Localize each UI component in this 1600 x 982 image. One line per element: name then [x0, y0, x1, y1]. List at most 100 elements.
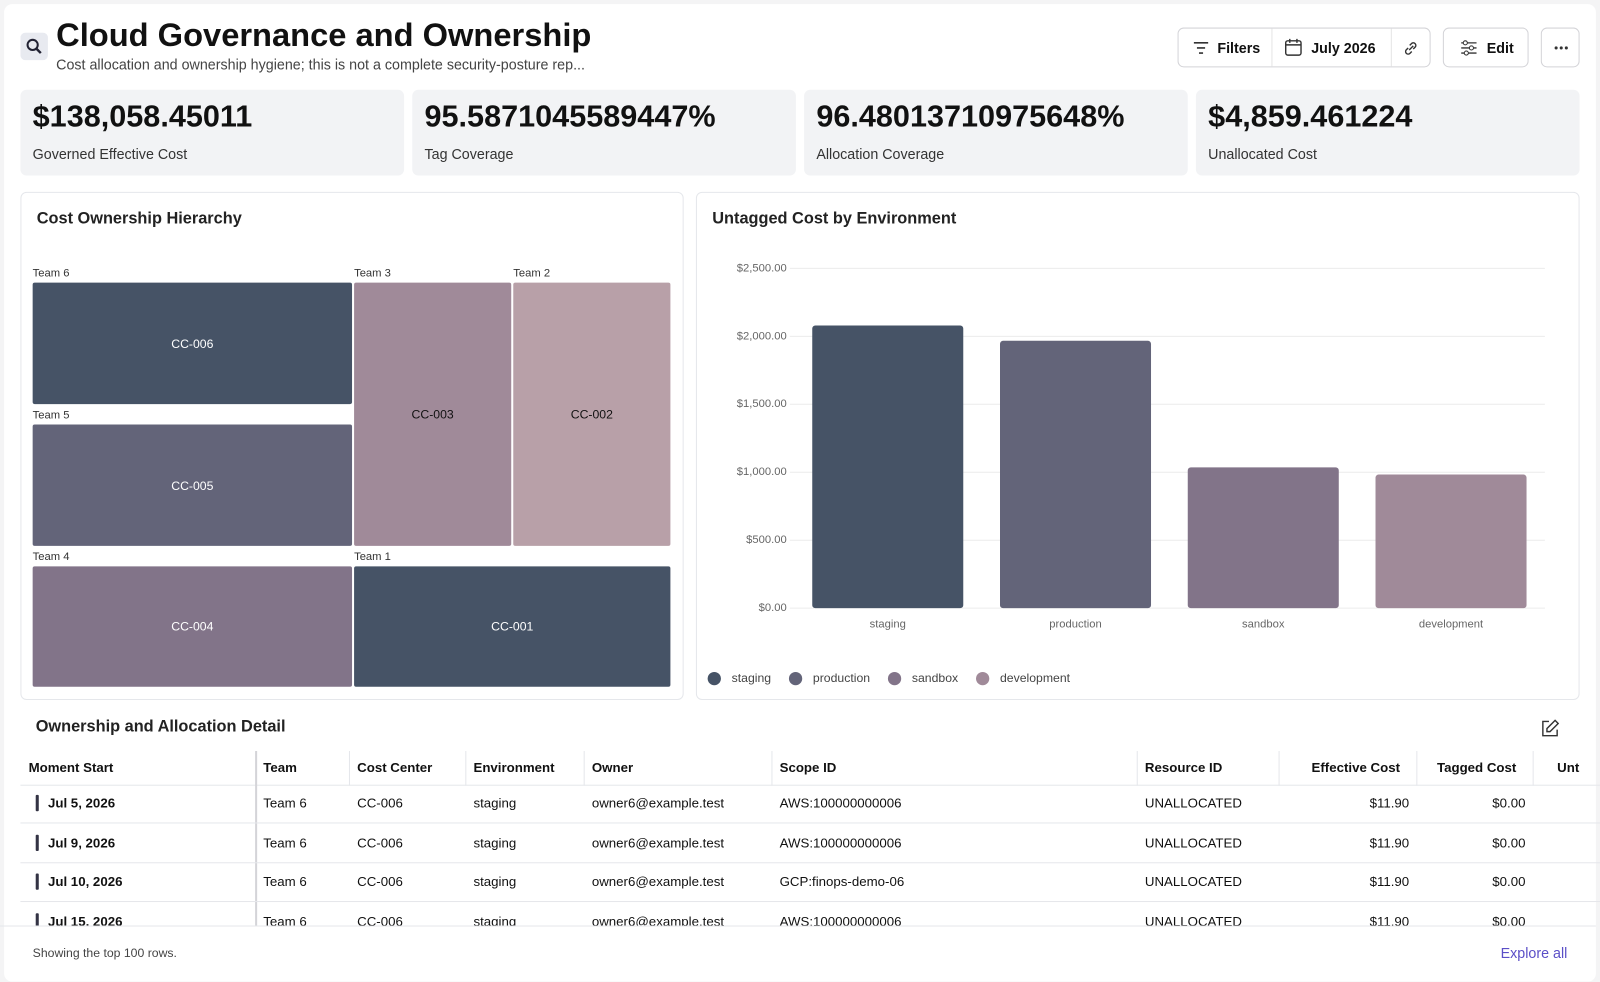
footer-note: Showing the top 100 rows.	[32, 945, 177, 961]
column-divider	[255, 751, 258, 926]
edit-button[interactable]: Edit	[1442, 27, 1529, 68]
table-cell: owner6@example.test	[591, 795, 725, 811]
table-cell: owner6@example.test	[591, 913, 725, 926]
column-header[interactable]: Moment Start	[28, 759, 114, 776]
column-header[interactable]: Effective Cost	[1311, 759, 1401, 776]
table-cell: $11.90	[1369, 795, 1410, 811]
date-button[interactable]: July 2026	[1311, 39, 1376, 57]
table-cell: Jul 5, 2026	[47, 795, 116, 811]
treemap-cell[interactable]: CC-001	[354, 566, 671, 687]
calendar-icon	[1285, 38, 1302, 56]
table-cell: $0.00	[1492, 913, 1526, 926]
table-cell: $0.00	[1492, 834, 1526, 851]
table-cell: UNALLOCATED	[1144, 873, 1242, 890]
treemap-cell[interactable]: CC-005	[32, 424, 353, 546]
treemap-group-label: Team 2	[513, 267, 551, 280]
kpi-label: Governed Effective Cost	[32, 145, 188, 163]
table-cell: CC-006	[357, 873, 403, 890]
column-header[interactable]: Environment	[473, 759, 555, 776]
treemap-cell[interactable]: CC-003	[354, 282, 512, 546]
treemap-group-label: Team 1	[354, 551, 391, 564]
edit-label: Edit	[1486, 39, 1514, 57]
row-rule	[20, 901, 1600, 903]
table-cell: owner6@example.test	[591, 834, 725, 851]
treemap-cell-label: CC-006	[171, 336, 214, 351]
table-cell: staging	[473, 913, 517, 926]
column-divider	[583, 751, 585, 786]
table-cell: GCP:finops-demo-06	[779, 873, 905, 890]
column-header[interactable]: Tagged Cost	[1436, 759, 1517, 776]
column-divider	[348, 751, 351, 786]
more-button[interactable]	[1540, 27, 1580, 68]
treemap-group-label: Team 3	[354, 267, 391, 280]
column-header[interactable]: Team	[263, 759, 297, 776]
table-cell: Team 6	[263, 795, 307, 811]
bar	[1187, 467, 1339, 609]
table-cell: CC-006	[357, 795, 403, 811]
row-marker	[35, 912, 39, 926]
treemap-cell-label: CC-003	[411, 407, 454, 422]
kpi-card: $4,859.461224 Unallocated Cost	[1195, 89, 1580, 176]
chart-title: Untagged Cost by Environment	[712, 210, 957, 228]
y-tick-label: $1,500.00	[737, 398, 787, 410]
filter-group: Filters July 2026	[1177, 27, 1431, 68]
legend-label: sandbox	[912, 671, 958, 685]
kpi-card: 95.5871045589447% Tag Coverage	[412, 89, 796, 176]
treemap-cell[interactable]: CC-006	[32, 282, 353, 405]
table-cell: CC-006	[357, 913, 403, 926]
x-tick-label: production	[1049, 618, 1101, 630]
table-cell: Jul 10, 2026	[47, 873, 123, 890]
table-cell: Team 6	[263, 834, 307, 851]
treemap-cell[interactable]: CC-002	[513, 282, 671, 546]
y-tick-label: $500.00	[746, 534, 787, 546]
explore-all-link[interactable]: Explore all	[1500, 944, 1568, 962]
treemap-cell[interactable]: CC-004	[32, 566, 353, 687]
row-marker	[35, 794, 39, 812]
table: Moment Start Team Cost Center Environment Ow…	[0, 751, 1600, 926]
table-cell: owner6@example.test	[591, 873, 725, 890]
table-cell: $11.90	[1369, 834, 1410, 851]
table-cell: AWS:100000000006	[779, 795, 902, 811]
kpi-value: 96.48013710975648%	[816, 100, 1125, 134]
x-tick-label: staging	[870, 618, 906, 630]
link-icon[interactable]	[1402, 40, 1419, 57]
bar	[812, 325, 964, 609]
treemap-group-label: Team 4	[32, 551, 70, 564]
bar-chart: $0.00 $500.00 $1,000.00 $1,500.00 $2,000.00 $…	[707, 262, 1545, 686]
table-cell: staging	[473, 834, 517, 851]
y-tick-label: $0.00	[759, 602, 787, 614]
treemap-group-label: Team 6	[32, 267, 70, 280]
edit-table-icon[interactable]	[1541, 719, 1560, 737]
search-icon[interactable]	[20, 32, 48, 61]
row-marker	[35, 834, 39, 851]
treemap-title: Cost Ownership Hierarchy	[36, 210, 242, 228]
divider	[1271, 28, 1273, 67]
filter-icon	[1193, 42, 1209, 54]
column-header[interactable]: Cost Center	[357, 759, 433, 776]
column-divider	[1532, 751, 1534, 786]
column-header[interactable]: Scope ID	[779, 759, 837, 776]
column-divider	[1416, 751, 1418, 786]
table-cell: AWS:100000000006	[779, 913, 902, 926]
table-cell: staging	[473, 873, 517, 890]
column-header[interactable]: Owner	[591, 759, 634, 776]
kpi-value: $4,859.461224	[1208, 100, 1413, 134]
subtitle: Cost allocation and ownership hygiene; t…	[56, 56, 585, 73]
column-header[interactable]: Resource ID	[1144, 759, 1223, 776]
table-cell: UNALLOCATED	[1144, 795, 1242, 811]
treemap-cell-label: CC-001	[491, 619, 534, 634]
kpi-card: 96.48013710975648% Allocation Coverage	[804, 89, 1188, 176]
table-cell: Jul 9, 2026	[47, 834, 116, 851]
table-title: Ownership and Allocation Detail	[35, 718, 286, 736]
table-cell: staging	[473, 795, 517, 811]
row-rule	[20, 822, 1600, 824]
x-tick-label: sandbox	[1242, 618, 1285, 630]
table-cell: Team 6	[263, 913, 307, 926]
kpi-card: $138,058.45011 Governed Effective Cost	[20, 89, 405, 176]
legend-swatch	[788, 671, 803, 686]
column-header[interactable]: Unt	[1557, 759, 1580, 776]
filters-button[interactable]: Filters	[1217, 39, 1261, 57]
column-divider	[1136, 751, 1138, 786]
divider	[1390, 28, 1392, 67]
table-cell: $11.90	[1369, 913, 1410, 926]
